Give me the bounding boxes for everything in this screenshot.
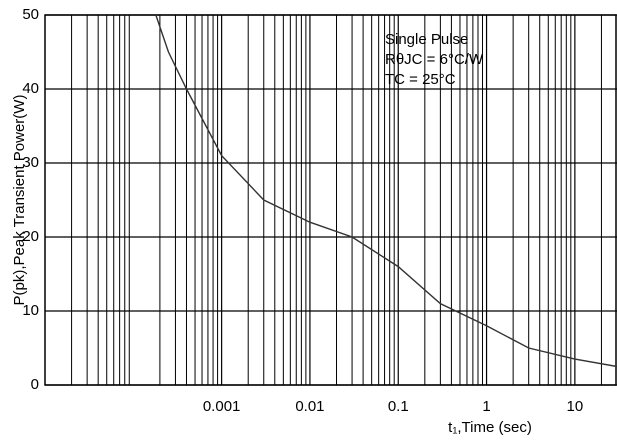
line	[155, 14, 617, 368]
y-tick-label: 40	[22, 80, 39, 97]
y-tick-label: 50	[22, 6, 39, 23]
y-tick-label: 10	[22, 302, 39, 319]
annotation: RθJC = 6°C/W	[385, 51, 484, 68]
y-tick-label: 30	[22, 154, 39, 171]
annotation: Single Pulse	[385, 31, 468, 48]
x-tick-label: 1	[482, 398, 490, 415]
plot-frame	[44, 14, 617, 386]
x-tick-label: 0.01	[295, 398, 324, 415]
y-axis-label: P(pk),Peak Transient Power(W)	[11, 95, 28, 306]
x-tick-label: 0.001	[203, 398, 241, 415]
x-tick-label: 0.1	[388, 398, 409, 415]
annotation: TC = 25°C	[385, 71, 456, 88]
y-tick-label: 0	[31, 376, 39, 393]
y-tick-label: 20	[22, 228, 39, 245]
x-axis-label: t₁,Time (sec)	[448, 419, 532, 436]
x-tick-label: 10	[567, 398, 584, 415]
